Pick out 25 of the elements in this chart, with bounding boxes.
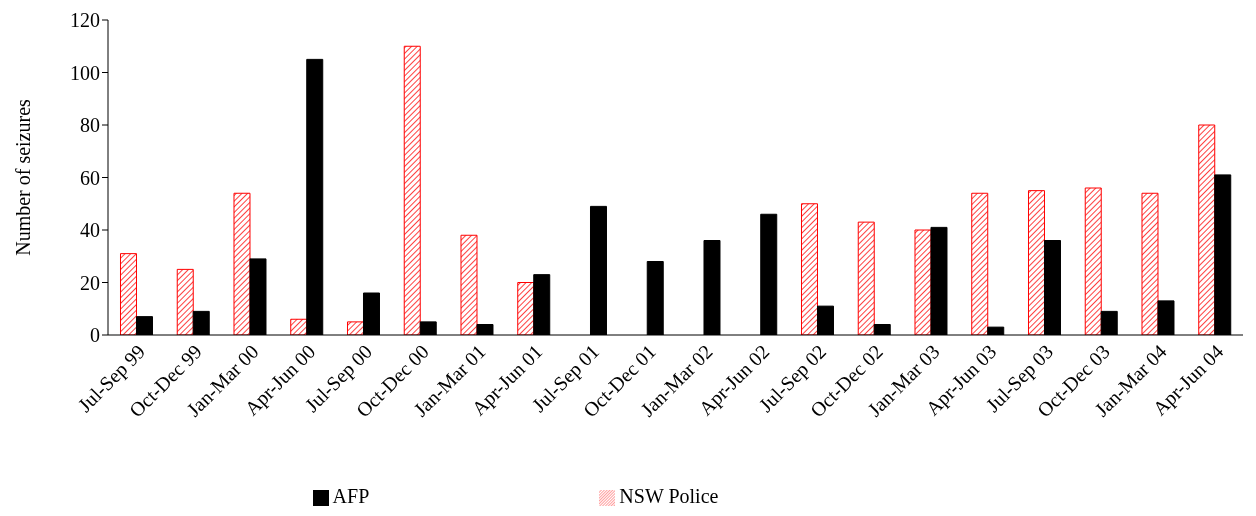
bar — [971, 192, 989, 335]
bar — [1027, 190, 1045, 335]
bar — [517, 282, 535, 335]
y-tick-label: 60 — [80, 166, 100, 189]
bar — [403, 45, 421, 335]
y-tick-label: 0 — [90, 324, 100, 347]
y-tick-label: 100 — [70, 61, 100, 84]
y-tick-label: 80 — [80, 114, 100, 137]
bar — [914, 229, 932, 335]
bar — [233, 192, 251, 335]
bar — [176, 268, 194, 335]
bar — [119, 253, 137, 335]
bar — [346, 321, 364, 335]
bar — [1084, 187, 1102, 335]
bar — [1198, 124, 1216, 335]
bar — [857, 221, 875, 335]
legend-label: AFP — [332, 485, 370, 507]
y-tick-label: 20 — [80, 271, 100, 294]
bar — [1141, 192, 1159, 335]
bar — [800, 203, 818, 335]
y-axis-title: Number of seizures — [12, 98, 35, 256]
bar — [460, 234, 478, 335]
y-tick-label: 40 — [80, 219, 100, 242]
legend-label: NSW Police — [619, 485, 719, 507]
y-tick-label: 120 — [70, 9, 100, 32]
